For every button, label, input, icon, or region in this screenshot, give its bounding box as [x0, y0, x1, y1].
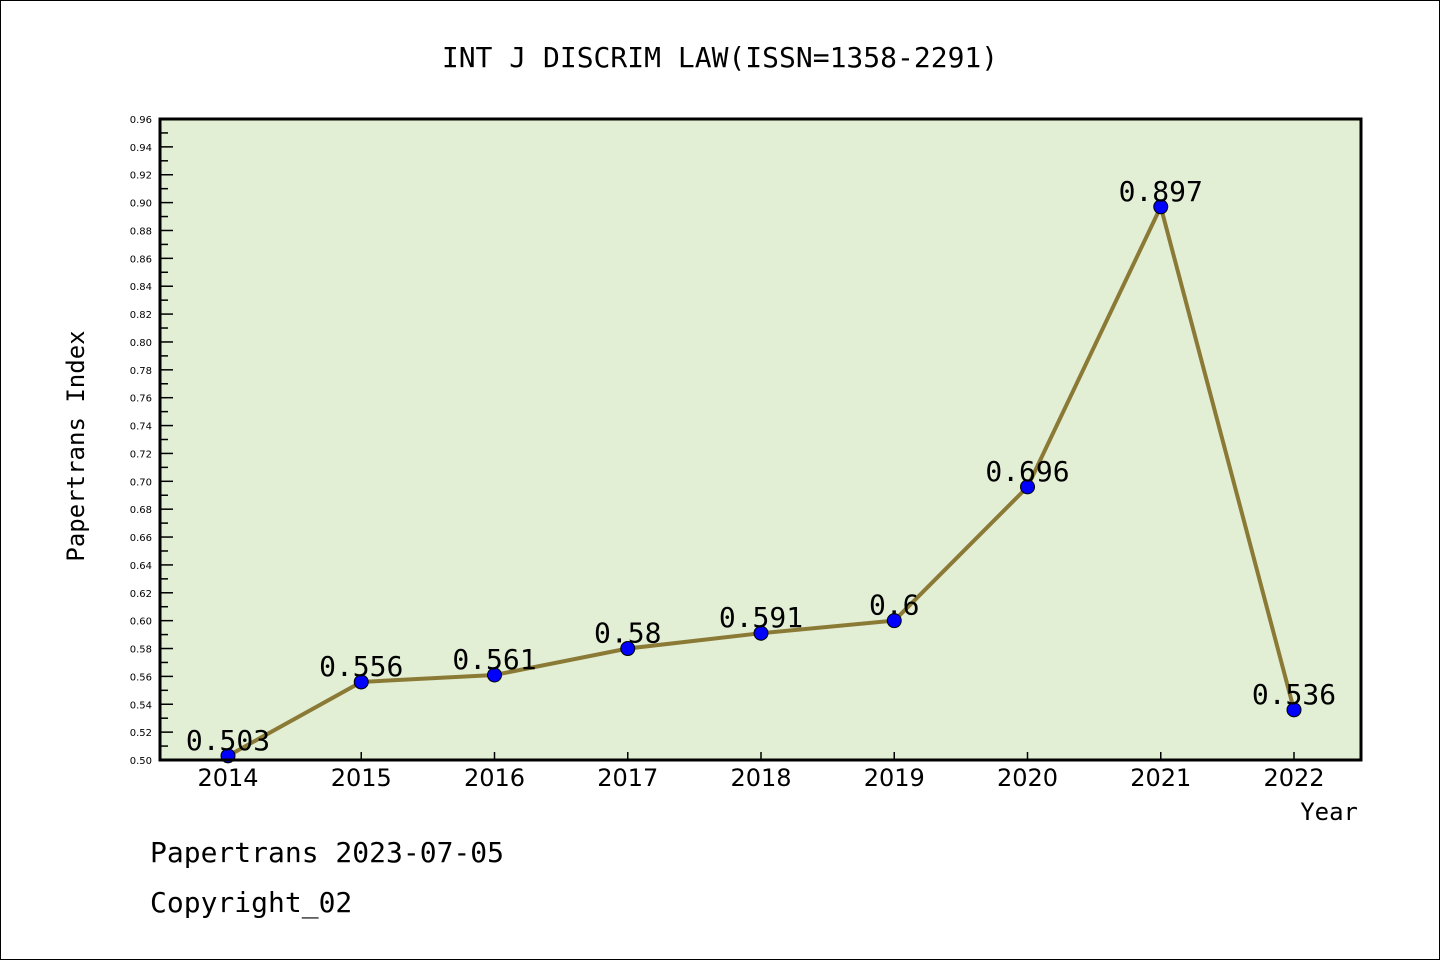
y-tick-label: 0.80	[130, 338, 152, 349]
y-tick-label: 0.56	[130, 672, 152, 683]
y-tick-label: 0.76	[130, 394, 152, 405]
chart-title: INT J DISCRIM LAW(ISSN=1358-2291)	[442, 41, 998, 74]
data-label: 0.591	[719, 601, 803, 634]
data-point	[353, 674, 369, 690]
y-tick-label: 0.96	[130, 115, 152, 126]
footer-date: Papertrans 2023-07-05	[150, 836, 505, 869]
data-label: 0.503	[186, 724, 270, 757]
y-tick-label: 0.60	[130, 617, 152, 628]
data-label: 0.897	[1119, 175, 1203, 208]
data-label: 0.6	[869, 589, 920, 622]
plot-area	[160, 119, 1361, 760]
data-label: 0.556	[319, 650, 403, 683]
data-point	[753, 625, 769, 641]
y-tick-label: 0.88	[130, 226, 152, 237]
y-tick-label: 0.58	[130, 645, 152, 656]
x-axis-label: Year	[1300, 798, 1358, 826]
x-tick-label: 2017	[597, 764, 658, 792]
x-tick-label: 2020	[997, 764, 1058, 792]
data-point	[620, 641, 636, 657]
x-tick-label: 2014	[197, 764, 258, 792]
y-tick-label: 0.92	[130, 171, 152, 182]
data-point	[1020, 479, 1035, 495]
y-tick-label: 0.84	[130, 282, 152, 293]
data-point	[886, 613, 902, 629]
y-tick-label: 0.66	[130, 533, 152, 544]
y-tick-label: 0.62	[130, 589, 152, 600]
y-tick-label: 0.86	[130, 254, 152, 265]
x-tick-label: 2021	[1130, 764, 1191, 792]
y-tick-label: 0.70	[130, 477, 152, 488]
x-tick-label: 2022	[1263, 764, 1324, 792]
y-tick-label: 0.78	[130, 366, 152, 377]
footer-copyright: Copyright_02	[150, 886, 353, 919]
y-tick-label: 0.68	[130, 505, 152, 516]
data-label: 0.696	[985, 455, 1069, 488]
x-tick-label: 2018	[730, 764, 791, 792]
data-label: 0.561	[452, 643, 536, 676]
data-point	[487, 667, 502, 683]
x-tick-label: 2019	[864, 764, 925, 792]
y-tick-label: 0.82	[130, 310, 152, 321]
x-tick-label: 2016	[464, 764, 525, 792]
x-tick-label: 2015	[331, 764, 392, 792]
plot-border	[158, 117, 1363, 762]
y-tick-label: 0.90	[130, 199, 152, 210]
data-point	[1286, 702, 1302, 718]
y-tick-label: 0.94	[130, 143, 152, 154]
y-tick-label: 0.74	[130, 422, 152, 433]
data-label: 0.58	[594, 617, 661, 650]
y-tick-label: 0.52	[130, 728, 152, 739]
y-tick-label: 0.72	[130, 449, 152, 460]
y-tick-label: 0.54	[130, 700, 152, 711]
y-tick-label: 0.50	[130, 756, 152, 767]
data-point	[1153, 199, 1169, 215]
data-label: 0.536	[1252, 678, 1336, 711]
y-tick-label: 0.64	[130, 561, 152, 572]
y-axis-label: Papertrans Index	[62, 330, 90, 561]
